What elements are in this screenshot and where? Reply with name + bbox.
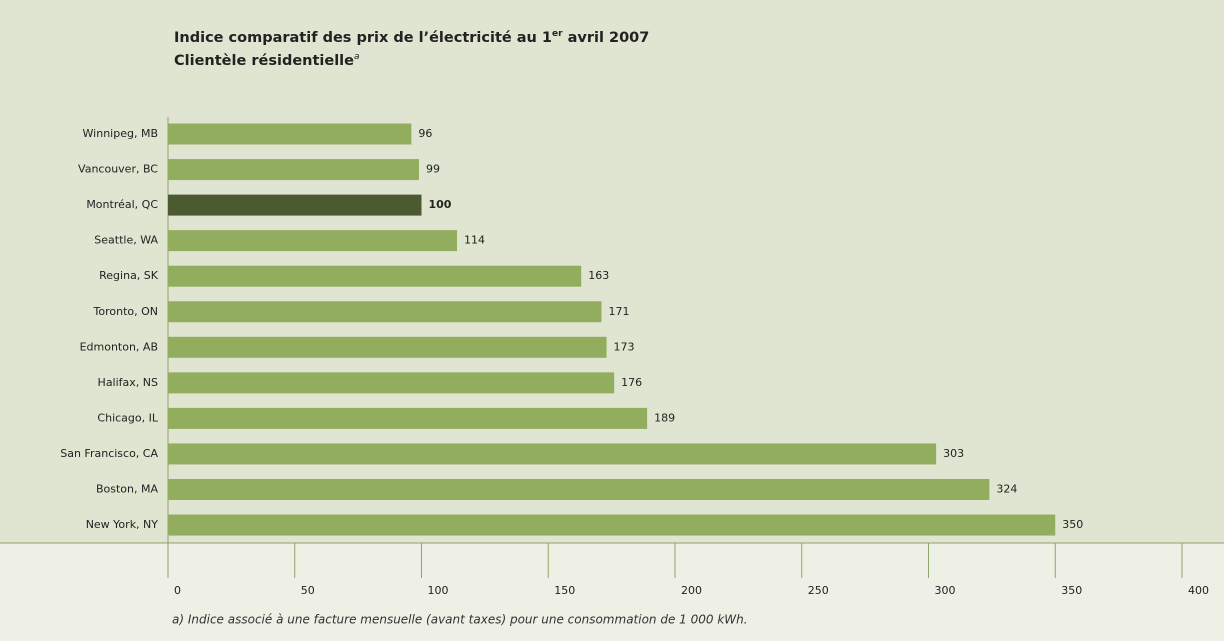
bar	[168, 336, 607, 358]
x-tick-label: 350	[1061, 584, 1082, 597]
title-text: Indice comparatif des prix de l’électric…	[174, 30, 552, 46]
footnote: a) Indice associé à une facture mensuell…	[172, 613, 748, 627]
bar	[168, 514, 1056, 536]
bar	[168, 301, 602, 323]
x-tick-label: 200	[681, 584, 702, 597]
value-label: 114	[464, 234, 485, 247]
x-tick-label: 300	[935, 584, 956, 597]
y-tick-label: Regina, SK	[99, 269, 159, 282]
y-tick-label: Winnipeg, MB	[83, 127, 158, 140]
title-superscript: er	[552, 29, 563, 39]
value-label: 163	[588, 269, 609, 282]
x-tick-label: 100	[428, 584, 449, 597]
y-tick-label: Toronto, ON	[93, 305, 159, 318]
x-tick-label: 250	[808, 584, 829, 597]
y-tick-label: Edmonton, AB	[80, 340, 158, 353]
value-label: 171	[608, 305, 629, 318]
chart-subtitle: Clientèle résidentiellea	[174, 52, 360, 70]
y-tick-label: San Francisco, CA	[60, 447, 158, 460]
bar	[168, 443, 937, 465]
y-tick-label: Seattle, WA	[94, 234, 158, 247]
title-text: avril 2007	[563, 30, 650, 46]
bar	[168, 123, 412, 145]
bar	[168, 230, 457, 252]
bar	[168, 407, 648, 429]
y-tick-label: Halifax, NS	[98, 376, 158, 389]
subtitle-text: Clientèle résidentielle	[174, 53, 354, 69]
subtitle-superscript: a	[354, 52, 360, 62]
x-tick-label: 400	[1188, 584, 1209, 597]
value-label: 99	[426, 163, 440, 176]
bar	[168, 479, 990, 500]
bar	[168, 194, 422, 216]
bar	[168, 372, 615, 394]
y-tick-label: New York, NY	[86, 518, 159, 531]
value-label: 324	[996, 483, 1017, 496]
axis-background	[0, 543, 1224, 641]
y-tick-label: Chicago, IL	[97, 411, 158, 424]
value-label: 303	[943, 447, 964, 460]
y-tick-label: Boston, MA	[96, 483, 159, 496]
x-tick-label: 150	[554, 584, 575, 597]
chart-title: Indice comparatif des prix de l’électric…	[174, 29, 649, 47]
value-label: 189	[654, 411, 675, 424]
value-label: 96	[418, 127, 432, 140]
value-label: 100	[429, 198, 452, 211]
value-label: 350	[1062, 518, 1083, 531]
y-tick-label: Montréal, QC	[86, 198, 158, 211]
bar	[168, 265, 582, 287]
bar	[168, 159, 419, 181]
value-label: 176	[621, 376, 642, 389]
x-tick-label: 50	[301, 584, 315, 597]
value-label: 173	[614, 340, 635, 353]
x-tick-label: 0	[174, 584, 181, 597]
y-tick-label: Vancouver, BC	[78, 163, 158, 176]
